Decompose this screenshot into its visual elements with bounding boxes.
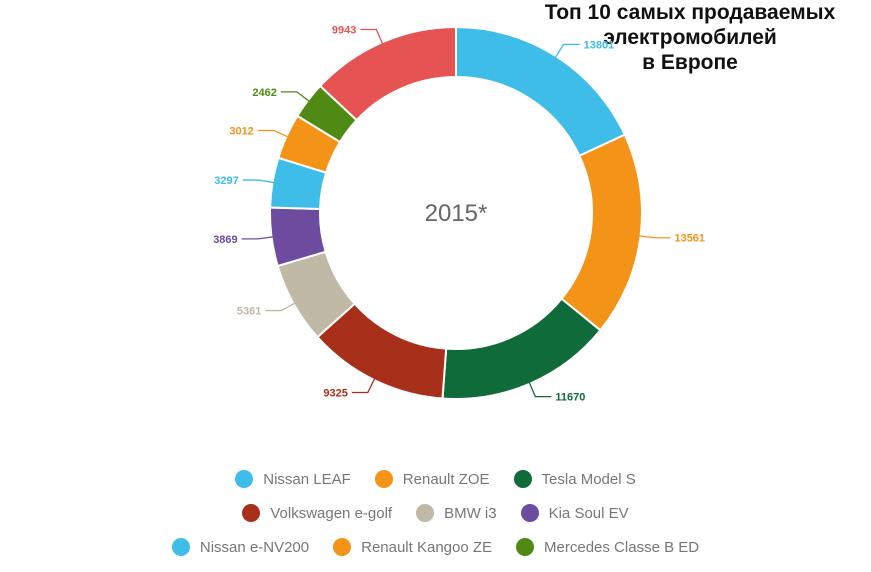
legend-item: Kia Soul EV bbox=[520, 504, 629, 522]
donut-chart: 13801 13561 11670 9325 5361 3869 3297 3012 2462 9… bbox=[213, 25, 705, 404]
legend-swatch bbox=[171, 538, 190, 556]
legend-swatch bbox=[235, 470, 254, 488]
legend-row: Nissan e-NV200 Renault Kangoo ZE Mercedes … bbox=[0, 530, 871, 564]
data-label: 13561 bbox=[674, 233, 705, 245]
leader-line bbox=[280, 91, 310, 103]
data-label: 9325 bbox=[323, 388, 347, 400]
legend-label: Volkswagen e-golf bbox=[270, 504, 393, 522]
data-label: 11670 bbox=[555, 392, 585, 404]
data-label: 3297 bbox=[214, 175, 238, 187]
legend-swatch bbox=[416, 504, 435, 522]
data-label: 2462 bbox=[252, 87, 276, 99]
legend-swatch bbox=[516, 538, 535, 556]
data-label: 9943 bbox=[332, 25, 356, 37]
data-label: 3869 bbox=[213, 234, 237, 246]
legend-item: Nissan LEAF bbox=[235, 470, 351, 488]
leader-line bbox=[351, 377, 376, 394]
legend-swatch bbox=[242, 504, 261, 522]
leader-line bbox=[265, 302, 296, 312]
legend-label: Nissan LEAF bbox=[263, 470, 351, 488]
leader-line bbox=[554, 43, 580, 59]
data-label: 5361 bbox=[237, 306, 261, 318]
legend-row: Volkswagen e-golf BMW i3 Kia Soul EV bbox=[0, 496, 871, 530]
donut-slice bbox=[441, 297, 602, 400]
data-label: 3012 bbox=[229, 125, 253, 137]
chart-title: Топ 10 самых продаваемых электромобилей … bbox=[544, 1, 836, 74]
legend-item: Renault Kangoo ZE bbox=[333, 538, 492, 556]
legend-swatch bbox=[520, 504, 539, 522]
legend-item: BMW i3 bbox=[416, 504, 497, 522]
legend-swatch bbox=[374, 470, 393, 488]
legend-swatch bbox=[333, 538, 352, 556]
legend-item: Mercedes Classe B ED bbox=[516, 538, 699, 556]
legend-label: Mercedes Classe B ED bbox=[544, 538, 700, 556]
legend-label: Renault Kangoo ZE bbox=[361, 538, 493, 556]
leader-line bbox=[241, 236, 274, 240]
leader-line bbox=[638, 235, 671, 239]
leader-line bbox=[528, 381, 552, 398]
center-label: 2015* bbox=[425, 200, 488, 227]
leader-line bbox=[242, 179, 275, 184]
legend-label: Kia Soul EV bbox=[548, 504, 629, 522]
legend-item: Renault ZOE bbox=[374, 470, 490, 488]
donut-slice bbox=[560, 133, 643, 332]
legend-label: Tesla Model S bbox=[541, 470, 636, 488]
legend: Nissan LEAF Renault ZOE Tesla Model S Volks… bbox=[0, 462, 871, 564]
legend-item: Volkswagen e-golf bbox=[242, 504, 392, 522]
legend-label: Nissan e-NV200 bbox=[199, 538, 310, 556]
leader-line bbox=[257, 129, 289, 138]
legend-label: Renault ZOE bbox=[402, 470, 490, 488]
donut-slice bbox=[318, 25, 457, 122]
leader-line bbox=[360, 28, 384, 45]
data-label: 13801 bbox=[584, 39, 615, 51]
legend-item: Nissan e-NV200 bbox=[171, 538, 310, 556]
legend-swatch bbox=[513, 470, 532, 488]
legend-label: BMW i3 bbox=[444, 504, 497, 522]
legend-item: Tesla Model S bbox=[513, 470, 636, 488]
legend-row: Nissan LEAF Renault ZOE Tesla Model S bbox=[0, 462, 871, 496]
